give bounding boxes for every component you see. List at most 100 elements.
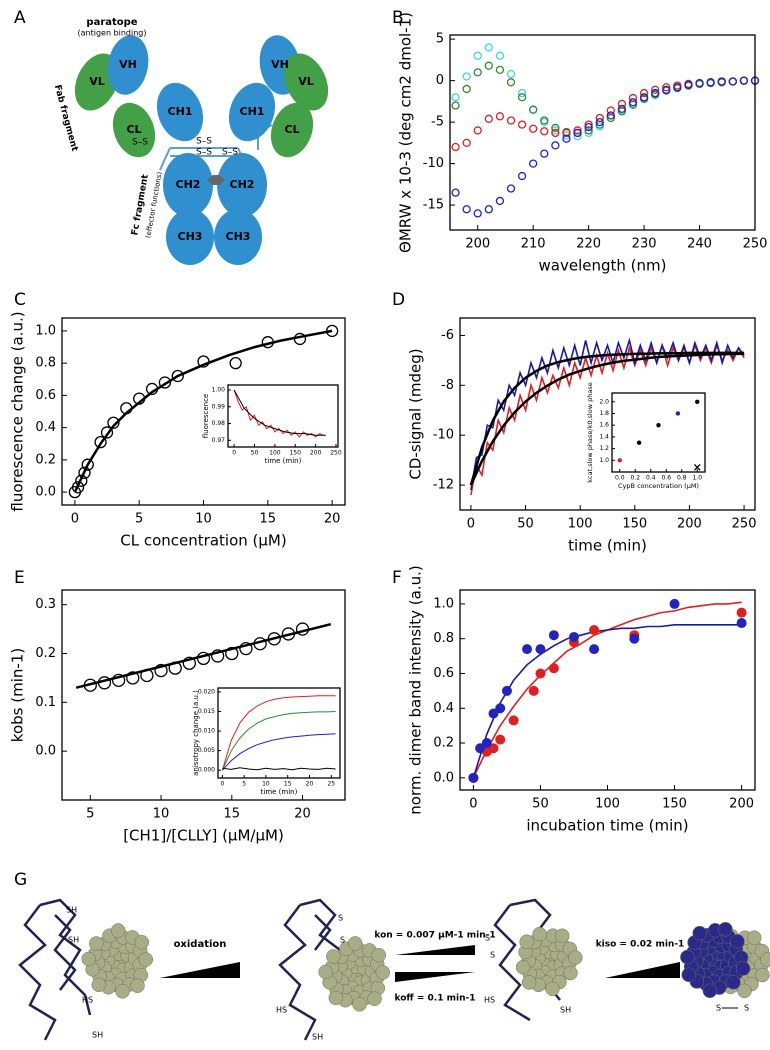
x-tick-label: 230 bbox=[632, 237, 657, 252]
data-point bbox=[495, 703, 506, 714]
data-point bbox=[589, 625, 600, 635]
y-tick-label: 0.97 bbox=[212, 437, 226, 444]
data-point bbox=[100, 426, 114, 439]
data-point bbox=[562, 134, 571, 143]
data-point bbox=[584, 122, 593, 132]
disulfide-label: S–S bbox=[132, 138, 148, 148]
data-point bbox=[484, 43, 493, 52]
diagram-label: S bbox=[340, 936, 345, 945]
data-point bbox=[71, 481, 85, 494]
y-tick-label: 0.8 bbox=[35, 356, 56, 371]
data-point bbox=[508, 715, 519, 726]
y-tick-label: 0.98 bbox=[212, 420, 226, 427]
data-point bbox=[293, 332, 307, 346]
disulfide-label: S–S bbox=[196, 148, 212, 158]
domain-label: CH3 bbox=[178, 230, 203, 243]
data-point bbox=[528, 685, 539, 696]
x-tick-label: 0.0 bbox=[615, 475, 625, 482]
data-point bbox=[145, 382, 159, 396]
data-point bbox=[695, 78, 704, 88]
domain-label: VL bbox=[89, 75, 105, 88]
glycan bbox=[207, 175, 225, 185]
x-tick-label: 20 bbox=[306, 781, 314, 788]
protein-surface bbox=[702, 983, 718, 999]
y-tick-label: 0.2 bbox=[35, 646, 56, 661]
protein-surface bbox=[735, 961, 751, 976]
data-point bbox=[540, 116, 549, 125]
protein-surface bbox=[692, 925, 707, 941]
data-point bbox=[540, 149, 549, 158]
x-tick-label: 1.0 bbox=[692, 475, 702, 482]
protein-surface bbox=[328, 990, 344, 1006]
diagram-label: SH bbox=[68, 936, 79, 945]
data-point bbox=[473, 209, 482, 218]
data-point bbox=[462, 138, 471, 148]
data-point bbox=[551, 123, 560, 133]
x-tick-label: 10 bbox=[153, 807, 170, 822]
y-tick-label: 0.005 bbox=[198, 747, 215, 754]
axis-frame bbox=[449, 34, 756, 231]
data-point bbox=[473, 51, 482, 60]
data-point bbox=[506, 69, 516, 79]
x-tick-label: 100 bbox=[269, 450, 281, 457]
diagram-label: S bbox=[744, 1004, 749, 1013]
x-tick-label: 250 bbox=[330, 450, 342, 457]
protein-surface bbox=[532, 926, 547, 942]
data-point bbox=[451, 188, 460, 197]
x-axis-label: incubation time (min) bbox=[526, 817, 688, 835]
domain bbox=[166, 209, 214, 265]
protein-surface bbox=[680, 949, 695, 965]
protein-surface bbox=[371, 947, 387, 963]
domain-label: CH3 bbox=[226, 230, 251, 243]
data-line bbox=[233, 389, 324, 438]
diagram-label: koff = 0.1 min-1 bbox=[395, 994, 476, 1004]
x-axis-label: CL concentration (µM) bbox=[120, 532, 286, 550]
data-point bbox=[548, 630, 559, 641]
protein-surface bbox=[91, 977, 107, 993]
x-tick-label: 50 bbox=[251, 450, 259, 457]
data-point bbox=[736, 618, 747, 629]
domain bbox=[283, 53, 329, 111]
data-point bbox=[126, 671, 140, 685]
panel-label: A bbox=[14, 8, 26, 28]
data-point bbox=[83, 678, 97, 692]
data-point bbox=[325, 324, 339, 338]
data-point bbox=[684, 80, 693, 89]
protein-surface bbox=[718, 921, 733, 937]
data-point bbox=[584, 126, 593, 135]
data-point bbox=[573, 126, 582, 135]
axis-frame bbox=[611, 392, 706, 473]
data-point bbox=[739, 76, 749, 85]
data-point bbox=[281, 627, 296, 641]
data-point bbox=[736, 607, 747, 618]
x-tick-label: 100 bbox=[568, 517, 593, 532]
arrow bbox=[160, 962, 240, 978]
y-tick-label: 0 bbox=[436, 73, 444, 88]
y-tick-label: 0.2 bbox=[35, 452, 56, 467]
y-tick-label: 0.020 bbox=[198, 688, 215, 695]
data-point bbox=[606, 111, 615, 120]
y-tick-label: 0.015 bbox=[198, 708, 215, 715]
domain-label: CL bbox=[126, 123, 141, 136]
y-tick-label: 1.4 bbox=[599, 433, 609, 440]
data-point bbox=[662, 83, 671, 92]
x-tick-label: 0.4 bbox=[646, 475, 656, 482]
data-point bbox=[451, 101, 460, 110]
data-point bbox=[706, 78, 715, 87]
data-point bbox=[481, 738, 492, 749]
data-point bbox=[225, 646, 239, 661]
diagram-label: SH bbox=[66, 906, 77, 915]
x-tick-label: 0 bbox=[232, 450, 236, 457]
x-tick-label: 15 bbox=[224, 807, 241, 822]
panel-label: D bbox=[392, 290, 405, 310]
data-point bbox=[639, 93, 649, 102]
data-point bbox=[562, 131, 571, 140]
data-point bbox=[196, 651, 211, 666]
diagram-label: S bbox=[490, 951, 495, 960]
data-point bbox=[517, 88, 527, 98]
plot-area bbox=[612, 393, 705, 472]
data-point bbox=[154, 663, 168, 678]
y-tick-label: 1.6 bbox=[599, 422, 609, 429]
data-point bbox=[628, 98, 638, 107]
